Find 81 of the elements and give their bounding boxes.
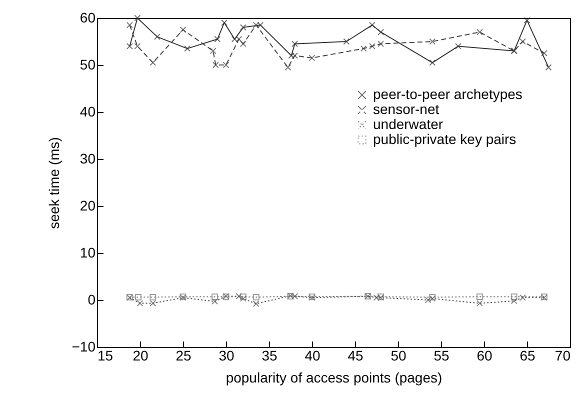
point [476,293,483,300]
y-tick-label: 40 [80,104,96,120]
y-tick-label: 50 [80,56,96,72]
x-tick-label: 55 [434,348,450,364]
x-tick-label: 30 [218,348,234,364]
point [429,38,436,45]
point [214,36,221,42]
x-tick-label: 70 [554,348,571,364]
point [126,22,133,28]
point [510,298,518,304]
point [378,40,384,48]
point [222,62,230,68]
point [221,19,228,26]
x-tick-label: 20 [132,348,148,364]
point [134,42,141,50]
x-tick-label: 35 [262,348,278,364]
point [150,300,156,307]
point [212,293,218,300]
point [284,64,292,71]
x-tick-label: 15 [98,348,114,364]
y-tick-label: 60 [80,10,96,26]
y-tick-label: 10 [80,244,96,260]
point [240,24,246,31]
point [154,34,160,40]
point [360,45,367,52]
y-axis-title: seek time (ms) [46,137,62,229]
point [184,45,191,52]
legend-label: underwater [373,116,444,132]
y-tick-label: 20 [80,198,96,214]
x-tick-label: 50 [390,348,406,364]
point [231,36,238,42]
x-tick-label: 60 [476,348,492,364]
point [180,26,186,33]
point [135,294,142,300]
x-tick-label: 45 [348,348,364,364]
point [343,38,350,45]
y-tick-label: 0 [88,292,96,308]
x-tick-label: 40 [304,348,320,364]
point [519,294,526,301]
legend-label: public-private key pairs [373,131,516,147]
legend-label: sensor-net [373,101,440,117]
point [252,294,260,300]
point [288,52,295,59]
point [252,300,260,307]
point [240,40,246,48]
point [368,22,376,28]
point [476,28,483,36]
point [540,50,548,56]
y-tick-label: −10 [72,338,96,354]
point [424,296,432,304]
point [454,42,462,50]
point [368,42,376,50]
point [236,293,242,300]
point [292,293,298,300]
point [378,28,384,36]
point [126,42,133,50]
point [236,36,242,42]
point [476,300,483,307]
point [136,300,144,307]
point [257,22,264,28]
y-tick-label: 30 [80,150,96,166]
point [212,298,218,305]
point [373,294,380,301]
point [292,40,298,48]
x-tick-label: 65 [520,348,536,364]
point [545,64,552,71]
legend-label: peer-to-peer archetypes [373,86,522,102]
point [212,62,219,68]
point [308,54,316,62]
x-tick-label: 25 [176,348,192,364]
point [519,38,526,45]
point [510,293,518,300]
point [150,294,156,300]
point [150,59,156,66]
point [429,59,436,66]
point [210,48,216,54]
point [524,17,530,24]
point [292,52,298,59]
x-axis-title: popularity of access points (pages) [226,370,442,386]
point [134,14,141,22]
point [252,22,260,28]
